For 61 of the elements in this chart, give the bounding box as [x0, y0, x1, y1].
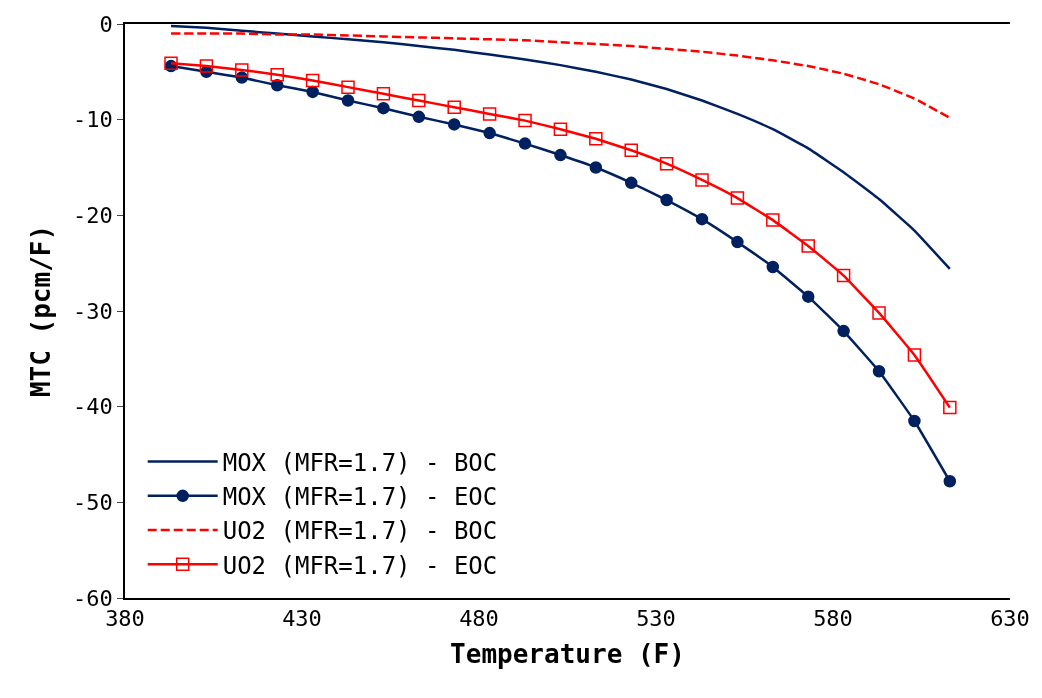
- point: [836, 268, 851, 283]
- point: [483, 126, 496, 140]
- point: [943, 400, 957, 415]
- point: [872, 306, 886, 320]
- point: [730, 191, 745, 205]
- legend-label: MOX (MFR=1.7) - BOC: [222, 448, 498, 477]
- x-tick-label: 580: [813, 606, 853, 632]
- point: [341, 94, 355, 107]
- y-tick-label: -10: [73, 107, 113, 133]
- line-series: [169, 32, 952, 119]
- point: [235, 63, 249, 77]
- point: [589, 132, 603, 146]
- legend-label: MOX (MFR=1.7) - EOC: [222, 483, 498, 512]
- x-tick-label: 480: [459, 606, 499, 632]
- point: [660, 193, 673, 207]
- point: [199, 59, 214, 73]
- point: [695, 173, 709, 187]
- y-tick-label: -20: [73, 203, 113, 229]
- point: [695, 212, 709, 226]
- point: [554, 148, 567, 162]
- point: [482, 107, 497, 121]
- point: [731, 235, 744, 249]
- legend-label: UO2 (MFR=1.7) - EOC: [222, 551, 498, 580]
- point: [872, 365, 886, 378]
- point: [270, 78, 284, 92]
- point: [305, 73, 320, 88]
- y-tick-label: -30: [73, 298, 113, 324]
- point: [341, 80, 355, 94]
- point: [306, 85, 319, 99]
- point: [624, 143, 638, 158]
- point: [907, 348, 922, 362]
- point: [624, 176, 638, 190]
- point: [518, 113, 532, 128]
- point: [553, 122, 568, 136]
- point: [377, 101, 390, 115]
- x-tick-label: 530: [636, 606, 676, 632]
- point: [943, 475, 957, 488]
- point: [447, 118, 461, 131]
- point: [270, 67, 284, 82]
- y-tick-label: 0: [99, 11, 113, 37]
- y-tick-label: -40: [73, 394, 113, 420]
- point: [447, 100, 461, 114]
- x-tick-label: 430: [282, 606, 322, 632]
- point: [412, 110, 426, 124]
- y-axis-title: MTC (pcm/F): [26, 224, 56, 398]
- point: [412, 93, 426, 108]
- point: [801, 290, 815, 303]
- point: [908, 414, 921, 428]
- point: [837, 324, 850, 338]
- x-axis-title: Temperature (F): [450, 639, 685, 670]
- point: [589, 161, 603, 174]
- point: [376, 87, 391, 101]
- point: [518, 137, 532, 150]
- x-tick-label: 630: [990, 606, 1030, 632]
- point: [659, 156, 674, 171]
- line-series: [169, 24, 952, 271]
- point: [801, 239, 815, 253]
- point: [766, 260, 780, 274]
- legend-label: UO2 (MFR=1.7) - BOC: [222, 517, 498, 546]
- point: [766, 213, 780, 227]
- y-tick-label: -50: [73, 490, 113, 516]
